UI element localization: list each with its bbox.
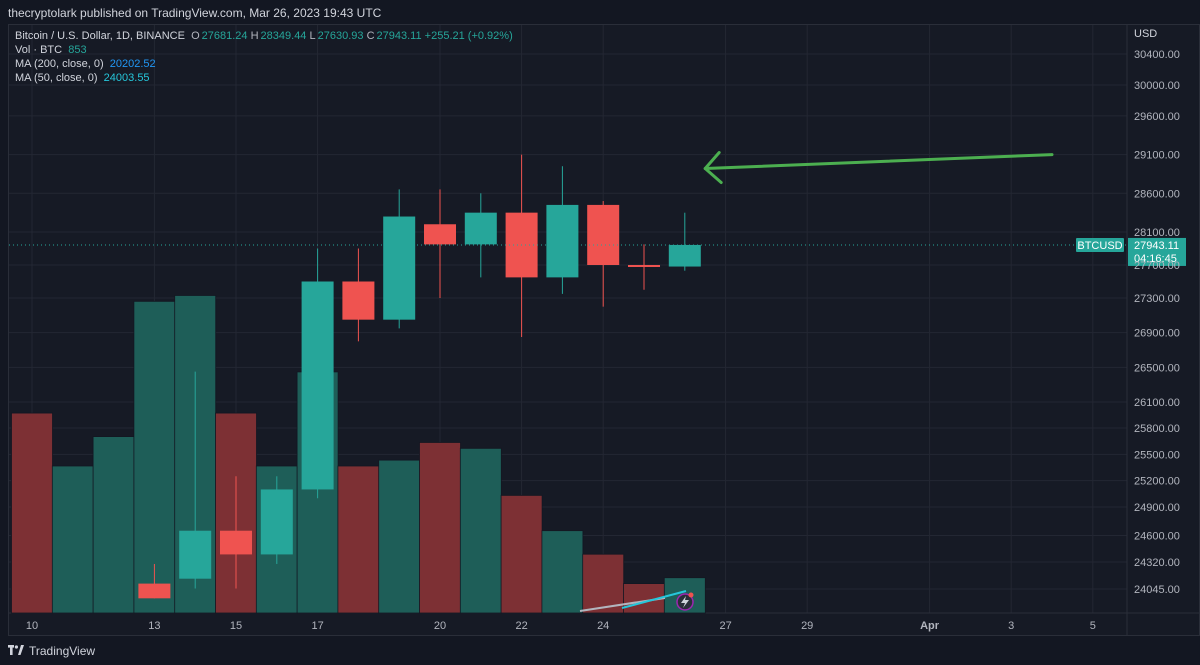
candles	[138, 154, 701, 599]
time-tick-label: 27	[719, 620, 731, 632]
footer: TradingView	[0, 636, 1200, 665]
candle-body	[464, 212, 497, 245]
volume-bar	[92, 436, 135, 614]
price-tick-label: 24320.00	[1134, 557, 1180, 569]
time-tick-label: 13	[148, 620, 160, 632]
legend-symbol: Bitcoin / U.S. Dollar, 1D, BINANCE	[15, 30, 185, 42]
price-tick-label: 30400.00	[1134, 49, 1180, 61]
candle-body	[628, 265, 660, 267]
legend-vol: 853	[68, 44, 87, 56]
time-tick-label: 24	[597, 620, 609, 632]
volume-bar	[582, 553, 625, 614]
arrow-shaft	[703, 153, 1054, 171]
volume-bar	[11, 412, 53, 614]
time-tick-label: 5	[1090, 620, 1096, 632]
candle-body	[424, 224, 456, 245]
candle-body	[301, 281, 334, 490]
candle-body	[138, 583, 171, 599]
price-tick-label: 24600.00	[1134, 530, 1180, 542]
notification-dot-icon	[688, 592, 694, 598]
candle-body	[587, 204, 620, 265]
volume-bar	[459, 447, 502, 614]
lightning-bolt-icon	[681, 596, 689, 608]
candle-body	[546, 204, 579, 278]
price-tick-label: 24045.00	[1134, 584, 1180, 596]
candle-body	[179, 530, 212, 579]
publish-header: thecryptolark published on TradingView.c…	[0, 0, 1200, 24]
price-tick-label: 28100.00	[1134, 227, 1180, 239]
time-tick-label: 10	[26, 620, 38, 632]
legend-change: +255.21 (+0.92%)	[424, 30, 513, 42]
legend-ma50: 24003.55	[103, 72, 150, 84]
legend-volume-row: Vol · BTC 853	[15, 43, 513, 57]
legend-low-label: L	[309, 30, 316, 42]
legend-high-label: H	[250, 30, 259, 42]
candle-body	[220, 530, 252, 555]
price-axis: 30400.00 30000.00 29600.00 29100.00 28600.00…	[1134, 28, 1180, 596]
arrow-head	[703, 151, 723, 185]
price-tick-label: 30000.00	[1134, 80, 1180, 92]
price-tick-label: 27700.00	[1134, 260, 1180, 272]
currency-label: USD	[1134, 28, 1157, 40]
candle-body	[383, 216, 416, 320]
time-tick-label: 17	[311, 620, 323, 632]
legend-high: 28349.44	[260, 30, 307, 42]
volume-bar	[419, 442, 461, 614]
legend-ma50-label: MA (50, close, 0)	[15, 72, 98, 84]
volume-bar	[541, 530, 584, 614]
legend-open-label: O	[191, 30, 200, 42]
price-tick-label: 25200.00	[1134, 476, 1180, 488]
legend-vol-label: Vol · BTC	[15, 44, 63, 56]
price-badge-label: 27943.11	[1134, 240, 1179, 252]
time-tick-label: 3	[1008, 620, 1014, 632]
time-tick-label: 29	[801, 620, 813, 632]
time-tick-label: 15	[230, 620, 242, 632]
chart-legend: Bitcoin / U.S. Dollar, 1D, BINANCE O 2768…	[15, 29, 513, 85]
volume-bar	[51, 465, 94, 614]
symbol-badge-label: BTCUSD	[1077, 240, 1122, 252]
price-tick-label: 28600.00	[1134, 188, 1180, 200]
price-tick-label: 26900.00	[1134, 328, 1180, 340]
candle-body	[342, 281, 375, 320]
price-tick-label: 26100.00	[1134, 397, 1180, 409]
volume-bar	[133, 300, 176, 614]
legend-close-label: C	[366, 30, 375, 42]
time-axis: 10 13 15 17 20 22 24 27 29 Apr 3 5	[26, 620, 1096, 632]
ma-line-volume-fast	[621, 590, 687, 609]
price-badge	[1128, 237, 1186, 266]
countdown-label: 04:16:45	[1134, 253, 1177, 265]
legend-low: 27630.93	[317, 30, 364, 42]
legend-ma200-label: MA (200, close, 0)	[15, 58, 104, 70]
price-tick-label: 26500.00	[1134, 362, 1180, 374]
legend-ma200-row: MA (200, close, 0) 20202.52	[15, 57, 513, 71]
volume-bar	[500, 494, 543, 614]
legend-close: 27943.11	[376, 30, 422, 42]
price-tick-label: 29100.00	[1134, 150, 1180, 162]
tradingview-logo-icon	[8, 645, 24, 655]
price-tick-label: 24900.00	[1134, 502, 1180, 514]
candle-body	[668, 244, 701, 267]
price-tick-label: 27300.00	[1134, 293, 1180, 305]
price-tick-label: 25800.00	[1134, 423, 1180, 435]
footer-brand: TradingView	[29, 643, 96, 658]
legend-open: 27681.24	[201, 30, 248, 42]
time-tick-label: 22	[515, 620, 527, 632]
symbol-badge	[1076, 237, 1124, 252]
candle-body	[260, 489, 293, 555]
price-tick-label: 25500.00	[1134, 449, 1180, 461]
volume-bar	[378, 459, 421, 614]
volume-bar	[337, 465, 380, 614]
price-tick-label: 29600.00	[1134, 111, 1180, 123]
time-tick-label: Apr	[920, 620, 940, 632]
legend-ma200: 20202.52	[109, 58, 156, 70]
time-tick-label: 20	[434, 620, 446, 632]
legend-ma50-row: MA (50, close, 0) 24003.55	[15, 71, 513, 85]
publish-header-text: thecryptolark published on TradingView.c…	[8, 6, 382, 20]
legend-symbol-row: Bitcoin / U.S. Dollar, 1D, BINANCE O 2768…	[15, 29, 513, 43]
